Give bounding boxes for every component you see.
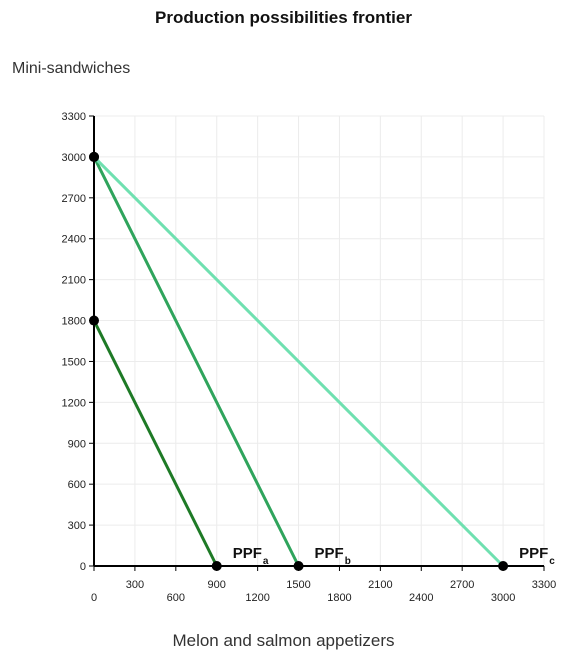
ppf-a-subscript: a [263,556,269,567]
y-tick-label: 3300 [62,111,86,123]
ppf-b-point [293,561,304,571]
ppf-a-line [92,319,219,568]
ppf-b-label: PPF [315,545,344,562]
y-tick-label: 0 [80,561,86,573]
y-tick-label: 3000 [62,152,86,164]
ppf-a-label: PPF [233,545,262,562]
y-tick-label: 1800 [62,316,86,328]
ppf-c-point [498,561,509,571]
x-tick-label: 3000 [491,592,515,604]
y-tick-label: 900 [68,438,86,450]
x-tick-label: 900 [208,579,226,591]
ppf-b-subscript: b [345,556,351,567]
ppf-c-subscript: c [549,556,555,567]
y-tick-label: 2100 [62,275,86,287]
y-tick-label: 2400 [62,234,86,246]
x-tick-label: 2400 [409,592,433,604]
x-tick-label: 3300 [532,579,556,591]
x-tick-label: 2700 [450,579,474,591]
ppf-c-label: PPF [519,545,548,562]
chart-title: Production possibilities frontier [155,8,412,27]
ppf-c-line [92,155,505,568]
x-tick-label: 0 [91,592,97,604]
x-tick-label: 2100 [368,579,392,591]
y-axis-label: Mini-sandwiches [12,60,131,77]
x-tick-label: 1500 [286,579,310,591]
y-tick-label: 600 [68,479,86,491]
x-tick-label: 600 [167,592,185,604]
x-tick-label: 1200 [245,592,269,604]
y-tick-label: 300 [68,520,86,532]
ppf-c-point [89,151,99,162]
ppf-a-point [211,561,222,571]
y-tick-label: 1200 [62,397,86,409]
ppf-a-point [89,315,99,326]
y-tick-label: 1500 [62,356,86,368]
y-tick-label: 2700 [62,193,86,205]
x-tick-label: 1800 [327,592,351,604]
x-tick-label: 300 [126,579,144,591]
ppf-b-line [92,155,301,568]
x-axis-label: Melon and salmon appetizers [172,631,395,650]
